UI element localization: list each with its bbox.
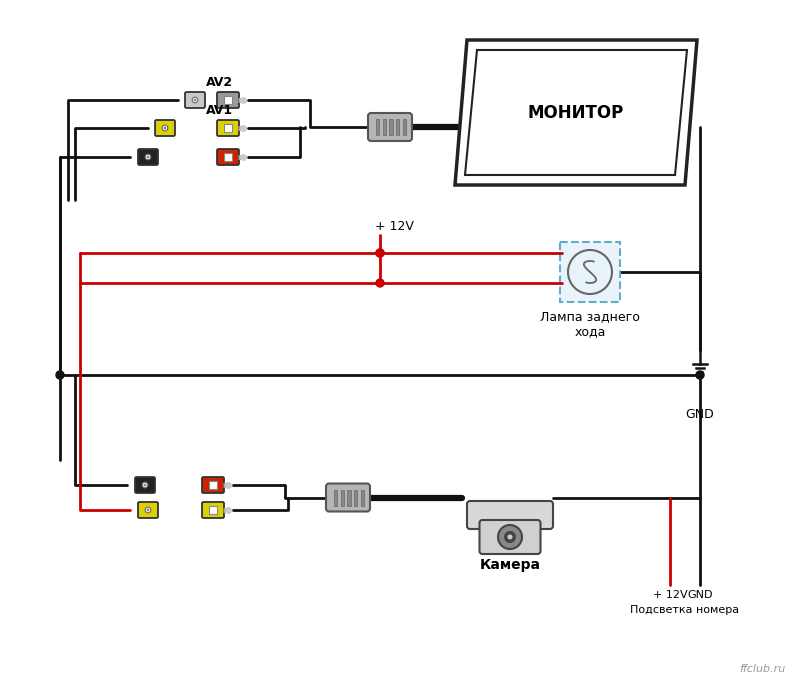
Circle shape [145, 507, 151, 513]
Text: AV1: AV1 [206, 104, 234, 117]
FancyBboxPatch shape [202, 477, 224, 493]
Text: GND: GND [687, 590, 713, 600]
Circle shape [145, 154, 151, 160]
Bar [341, 490, 344, 505]
FancyBboxPatch shape [155, 120, 175, 136]
FancyBboxPatch shape [217, 92, 239, 108]
FancyBboxPatch shape [217, 120, 239, 136]
Circle shape [163, 127, 166, 130]
Bar [210, 507, 217, 514]
FancyBboxPatch shape [135, 477, 155, 493]
FancyBboxPatch shape [138, 502, 158, 518]
FancyBboxPatch shape [326, 484, 370, 512]
FancyBboxPatch shape [479, 520, 541, 554]
Bar [225, 96, 231, 104]
Circle shape [194, 99, 197, 102]
Circle shape [376, 249, 384, 257]
Bar [390, 119, 393, 135]
Bar [396, 119, 399, 135]
Text: GND: GND [686, 408, 714, 421]
Circle shape [143, 484, 146, 486]
Polygon shape [455, 40, 697, 185]
Bar [225, 124, 231, 132]
FancyBboxPatch shape [185, 92, 205, 108]
Bar [210, 481, 217, 488]
Circle shape [146, 509, 150, 512]
Polygon shape [465, 50, 687, 175]
Text: Подсветка номера: Подсветка номера [630, 605, 739, 615]
Bar [225, 153, 231, 160]
FancyBboxPatch shape [202, 502, 224, 518]
Circle shape [504, 531, 516, 543]
Bar [361, 490, 364, 505]
Text: ffclub.ru: ffclub.ru [738, 664, 785, 674]
Bar [382, 119, 386, 135]
FancyBboxPatch shape [138, 149, 158, 165]
Bar [354, 490, 358, 505]
Circle shape [376, 249, 384, 257]
Text: Камера: Камера [479, 558, 541, 572]
Circle shape [498, 525, 522, 549]
Text: AV2: AV2 [206, 76, 234, 89]
Bar [560, 242, 620, 302]
FancyBboxPatch shape [217, 149, 239, 165]
Bar [402, 119, 406, 135]
Circle shape [146, 155, 150, 158]
FancyBboxPatch shape [467, 501, 553, 529]
Circle shape [376, 279, 384, 287]
Bar [334, 490, 338, 505]
Circle shape [142, 482, 148, 488]
Bar [376, 119, 379, 135]
Text: Лампа заднего
хода: Лампа заднего хода [540, 310, 640, 338]
Text: + 12V: + 12V [653, 590, 687, 600]
Text: МОНИТОР: МОНИТОР [528, 104, 624, 121]
Bar [347, 490, 350, 505]
Circle shape [192, 97, 198, 103]
FancyBboxPatch shape [368, 113, 412, 141]
Circle shape [507, 535, 513, 539]
Text: + 12V: + 12V [375, 220, 414, 233]
Circle shape [162, 125, 168, 131]
Circle shape [696, 371, 704, 379]
Circle shape [56, 371, 64, 379]
